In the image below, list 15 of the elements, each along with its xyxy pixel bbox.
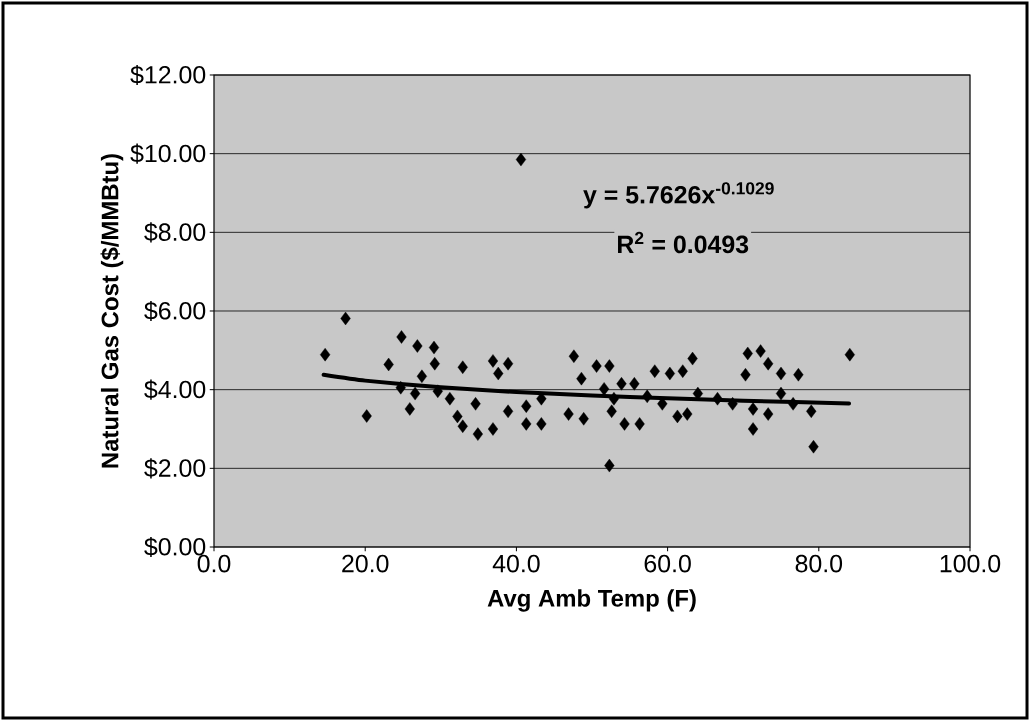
y-tick-label: $6.00 [144,300,206,322]
x-axis-title: Avg Amb Temp (F) [487,589,696,612]
x-tick-label: 60.0 [644,554,691,573]
y-tick-label: $8.00 [144,222,206,243]
x-tick-label: 20.0 [342,554,389,573]
y-tick-label: $4.00 [144,379,206,400]
annotation: R$^{2}$ = 0.0493 [618,231,749,254]
y-axis-title: Natural Gas Cost ($/MMBtu) [100,154,124,468]
y-tick-label: $2.00 [144,458,206,479]
x-tick-label: 40.0 [492,554,540,573]
y-tick-label: $10.00 [130,143,206,164]
annotation: y = 5.7626x$^{-0.1029}$ [583,182,774,209]
y-tick-label: $12.00 [130,64,206,86]
x-tick-label: 100.0 [940,554,1001,573]
x-tick-label: 80.0 [795,554,843,573]
